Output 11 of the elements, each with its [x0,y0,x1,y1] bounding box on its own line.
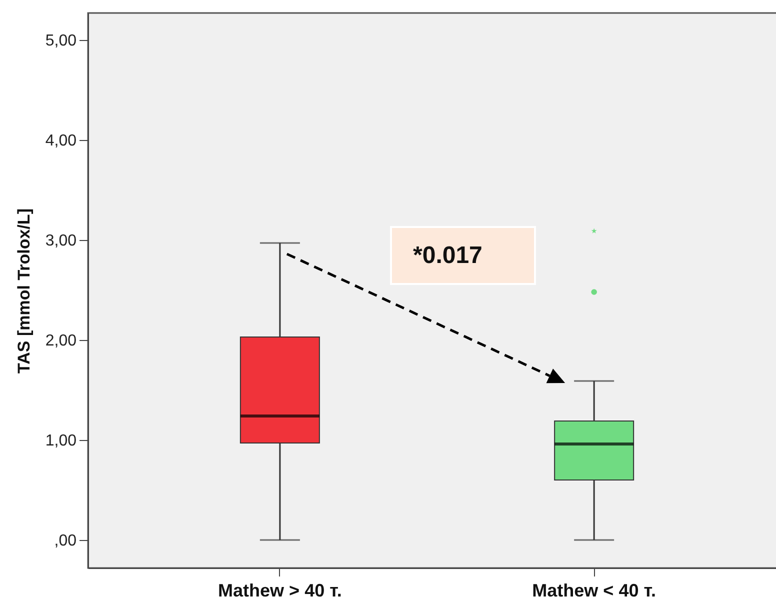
y-tick-label: 4,00 [45,132,77,150]
y-tick-label: 1,00 [45,432,77,450]
y-tick-label: 2,00 [45,332,77,350]
x-tick-label: Mathew > 40 т. [218,580,342,598]
label-box: *0.017 [390,226,536,285]
annotation: *0.017 [413,242,482,270]
y-tick-label: 5,00 [45,32,77,50]
y-axis-title: TAS [mmol Trolox/L] [14,208,34,374]
y-tick-label: 3,00 [45,232,77,250]
y-tick-label: ,00 [54,532,77,550]
x-tick-label: Mathew < 40 т. [532,580,656,598]
